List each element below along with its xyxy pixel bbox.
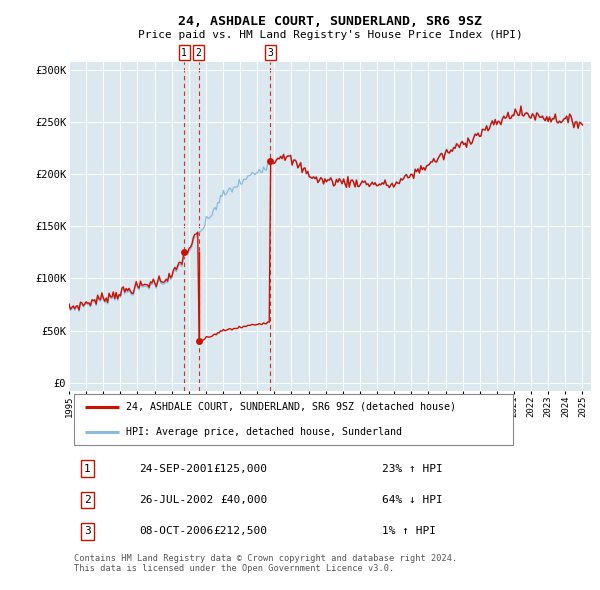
Text: 1: 1 [181, 48, 187, 58]
Text: 2: 2 [84, 495, 91, 505]
Text: £40,000: £40,000 [220, 495, 268, 505]
Text: 24-SEP-2001: 24-SEP-2001 [139, 464, 214, 474]
Text: 08-OCT-2006: 08-OCT-2006 [139, 526, 214, 536]
Text: 64% ↓ HPI: 64% ↓ HPI [382, 495, 443, 505]
Text: HPI: Average price, detached house, Sunderland: HPI: Average price, detached house, Sund… [127, 427, 403, 437]
FancyBboxPatch shape [74, 394, 513, 445]
Text: 26-JUL-2002: 26-JUL-2002 [139, 495, 214, 505]
Text: 2: 2 [196, 48, 202, 58]
Text: Price paid vs. HM Land Registry's House Price Index (HPI): Price paid vs. HM Land Registry's House … [137, 30, 523, 40]
Text: 3: 3 [84, 526, 91, 536]
Text: 23% ↑ HPI: 23% ↑ HPI [382, 464, 443, 474]
Text: 1% ↑ HPI: 1% ↑ HPI [382, 526, 436, 536]
Text: £212,500: £212,500 [214, 526, 268, 536]
Text: 24, ASHDALE COURT, SUNDERLAND, SR6 9SZ (detached house): 24, ASHDALE COURT, SUNDERLAND, SR6 9SZ (… [127, 402, 457, 412]
Text: 24, ASHDALE COURT, SUNDERLAND, SR6 9SZ: 24, ASHDALE COURT, SUNDERLAND, SR6 9SZ [178, 15, 482, 28]
Text: Contains HM Land Registry data © Crown copyright and database right 2024.
This d: Contains HM Land Registry data © Crown c… [74, 554, 457, 573]
Text: 1: 1 [84, 464, 91, 474]
Text: 3: 3 [268, 48, 274, 58]
Text: £125,000: £125,000 [214, 464, 268, 474]
